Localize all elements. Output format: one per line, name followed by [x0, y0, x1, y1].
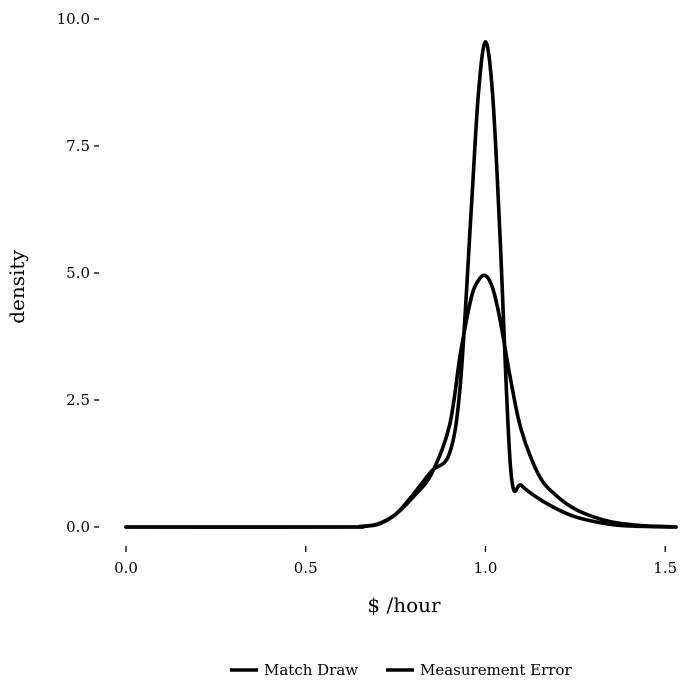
- y-tick-label: 2.5: [66, 391, 90, 409]
- legend: Match Draw Measurement Error: [230, 661, 572, 679]
- series-line-match-draw: [124, 40, 678, 529]
- x-tick-label: 0.0: [114, 559, 138, 577]
- y-tick-label: 5.0: [66, 264, 90, 282]
- y-tick-label: 7.5: [66, 137, 90, 155]
- x-tick-label: 1.5: [653, 559, 677, 577]
- x-tick-label: 1.0: [474, 559, 498, 577]
- y-axis-title: density: [5, 250, 29, 324]
- legend-label: Match Draw: [264, 661, 358, 679]
- y-tick-label: 10.0: [57, 10, 90, 28]
- y-tick-label: 0.0: [66, 518, 90, 536]
- axis-ticks: 0.0 2.5 5.0 7.5 10.0 0.0 0.5 1.0 1.5: [57, 10, 678, 577]
- x-tick-label: 0.5: [294, 559, 318, 577]
- series-line-measurement-error: [124, 273, 678, 529]
- series-lines: [124, 40, 678, 529]
- legend-label: Measurement Error: [420, 661, 572, 679]
- x-axis-title: $ /hour: [367, 593, 441, 617]
